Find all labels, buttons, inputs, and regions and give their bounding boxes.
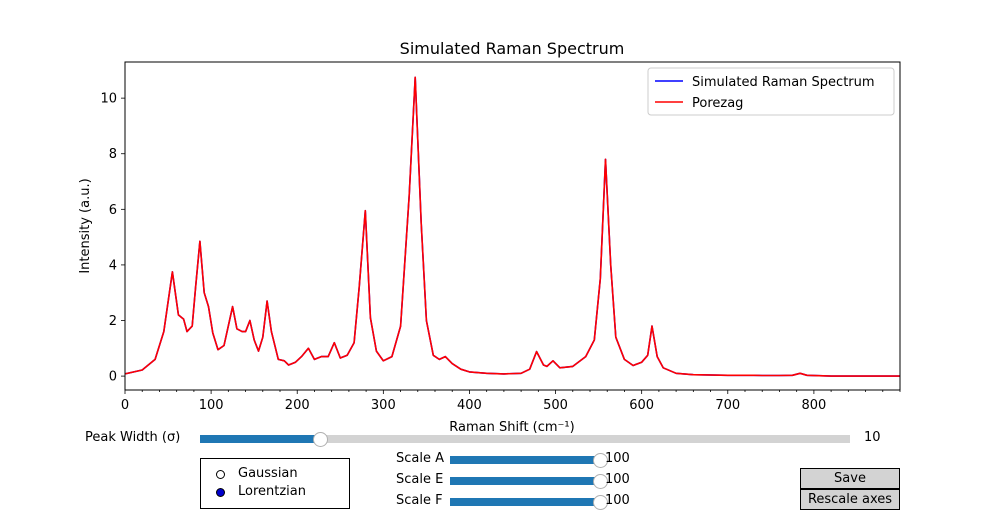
scale-a-slider-handle[interactable]: [592, 452, 608, 468]
line-shape-radio-group: Gaussian Lorentzian: [200, 458, 350, 509]
scale-f-label: Scale F: [396, 493, 443, 508]
y-axis-ticks: 0 2 4 6 8 10: [100, 92, 125, 385]
scale-f-slider-handle[interactable]: [592, 494, 608, 510]
y-tick-label: 0: [109, 370, 117, 385]
peak-width-slider[interactable]: [200, 431, 850, 447]
x-tick-label: 500: [543, 398, 568, 413]
series-line-porezag: [124, 76, 900, 377]
scale-f-value: 100: [605, 493, 630, 508]
scale-e-slider-fill: [450, 477, 600, 485]
legend-label-simulated: Simulated Raman Spectrum: [692, 75, 875, 90]
scale-e-slider[interactable]: [450, 473, 608, 489]
y-tick-label: 8: [109, 147, 117, 162]
radio-lorentzian-dot[interactable]: [216, 488, 225, 497]
legend-box: [647, 67, 895, 116]
x-tick-label: 100: [199, 398, 224, 413]
radio-gaussian-label: Gaussian: [238, 466, 298, 481]
scale-a-value: 100: [605, 451, 630, 466]
save-button[interactable]: Save: [800, 468, 900, 489]
x-tick-label: 300: [371, 398, 396, 413]
plot-frame: [124, 61, 901, 391]
x-tick-label: 0: [121, 398, 129, 413]
y-tick-label: 10: [100, 92, 117, 107]
y-tick-label: 4: [109, 258, 117, 273]
peak-width-value: 10: [864, 430, 881, 445]
y-axis-label: Intensity (a.u.): [78, 178, 93, 273]
scale-e-slider-handle[interactable]: [592, 473, 608, 489]
y-tick-label: 2: [109, 314, 117, 329]
x-tick-label: 800: [801, 398, 826, 413]
chart-title: Simulated Raman Spectrum: [400, 39, 625, 58]
rescale-axes-button[interactable]: Rescale axes: [800, 489, 900, 510]
scale-a-slider[interactable]: [450, 452, 608, 468]
scale-a-slider-fill: [450, 456, 600, 464]
x-tick-label: 700: [715, 398, 740, 413]
scale-a-label: Scale A: [396, 451, 445, 466]
y-tick-label: 6: [109, 203, 117, 218]
legend: Simulated Raman Spectrum Porezag: [647, 67, 895, 116]
x-tick-label: 400: [457, 398, 482, 413]
legend-label-porezag: Porezag: [692, 96, 743, 111]
peak-width-slider-fill: [200, 435, 321, 443]
peak-width-label: Peak Width (σ): [85, 430, 181, 445]
scale-f-slider[interactable]: [450, 494, 608, 510]
x-axis-label: Raman Shift (cm⁻¹): [449, 420, 574, 435]
scale-f-slider-fill: [450, 498, 600, 506]
radio-gaussian-dot[interactable]: [216, 470, 225, 479]
peak-width-slider-handle[interactable]: [312, 431, 328, 447]
x-tick-label: 600: [629, 398, 654, 413]
radio-lorentzian-label: Lorentzian: [238, 484, 307, 499]
x-tick-label: 200: [285, 398, 310, 413]
scale-e-label: Scale E: [396, 472, 444, 487]
x-axis-ticks: 0 100 200 300 400 500 600 700 800: [121, 390, 901, 413]
scale-e-value: 100: [605, 472, 630, 487]
